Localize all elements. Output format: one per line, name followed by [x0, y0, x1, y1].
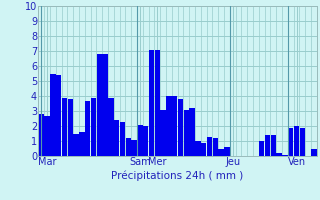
Bar: [44, 116, 50, 156]
Bar: [91, 98, 96, 156]
Bar: [276, 153, 282, 156]
Bar: [282, 154, 288, 156]
Bar: [270, 135, 276, 156]
Bar: [166, 96, 172, 156]
Bar: [68, 99, 73, 156]
Bar: [120, 121, 125, 156]
Bar: [178, 99, 183, 156]
Bar: [125, 138, 131, 156]
Bar: [288, 128, 293, 156]
Bar: [85, 100, 91, 156]
Bar: [38, 114, 44, 156]
Bar: [294, 126, 299, 156]
Bar: [311, 148, 317, 156]
Bar: [259, 141, 264, 156]
Bar: [114, 120, 119, 156]
Bar: [265, 135, 270, 156]
Bar: [137, 124, 143, 156]
Bar: [62, 98, 67, 156]
X-axis label: Précipitations 24h ( mm ): Précipitations 24h ( mm ): [111, 170, 244, 181]
Bar: [212, 138, 218, 156]
Bar: [207, 137, 212, 156]
Bar: [172, 96, 178, 156]
Bar: [50, 73, 56, 156]
Bar: [73, 134, 79, 156]
Bar: [79, 132, 85, 156]
Bar: [56, 75, 61, 156]
Bar: [224, 147, 230, 156]
Bar: [189, 108, 195, 156]
Bar: [108, 98, 114, 156]
Bar: [184, 110, 189, 156]
Bar: [160, 110, 166, 156]
Bar: [155, 49, 160, 156]
Bar: [143, 126, 148, 156]
Bar: [201, 142, 206, 156]
Bar: [300, 128, 305, 156]
Bar: [149, 49, 154, 156]
Bar: [218, 148, 224, 156]
Bar: [102, 54, 108, 156]
Bar: [97, 54, 102, 156]
Bar: [195, 141, 201, 156]
Bar: [131, 140, 137, 156]
